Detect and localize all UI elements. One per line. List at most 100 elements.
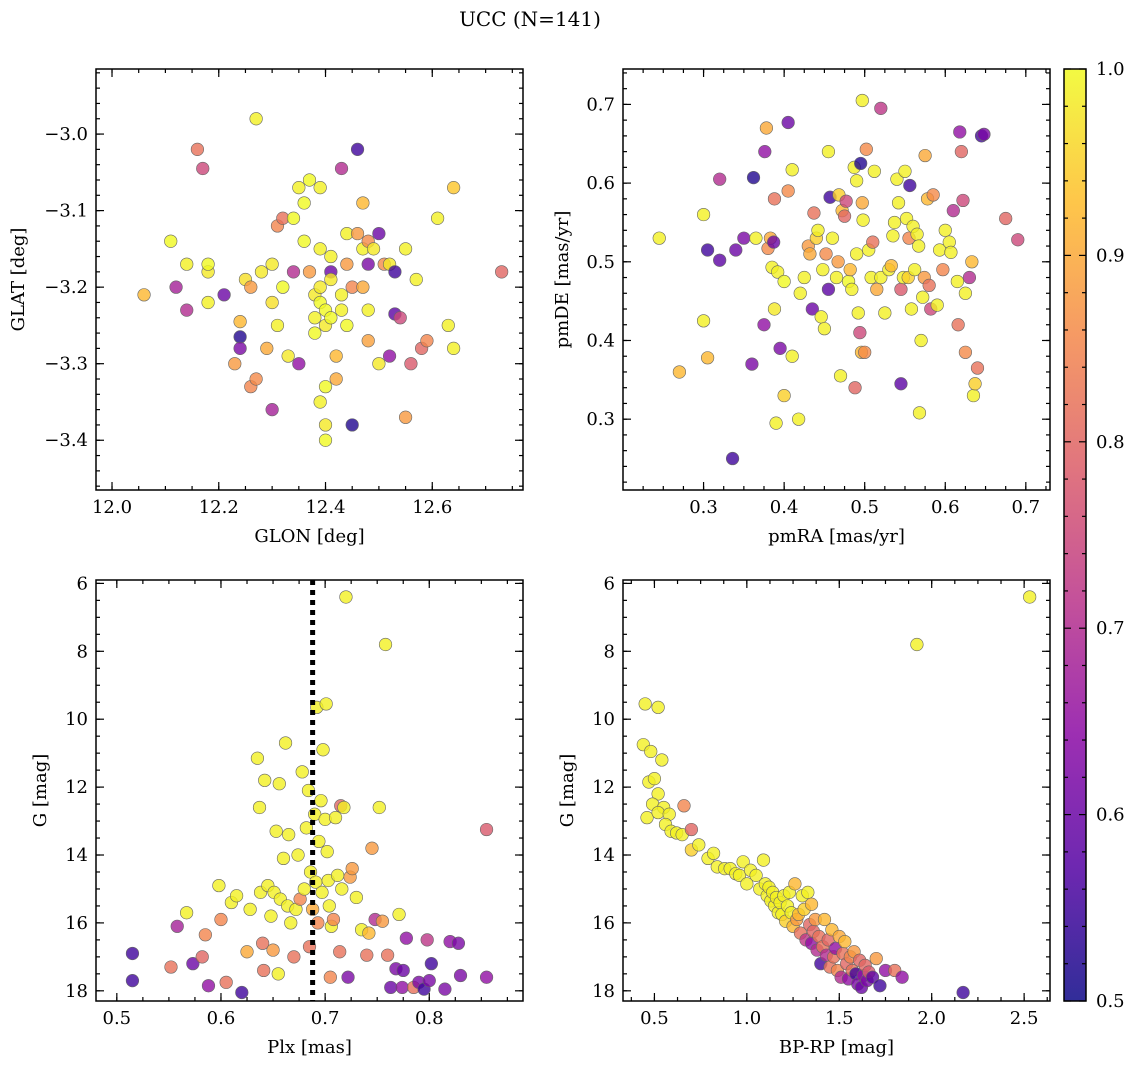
scatter-point <box>918 148 932 163</box>
scatter-point <box>395 980 409 995</box>
scatter-point <box>314 794 328 808</box>
colorbar-tick-label: 0.7 <box>1096 618 1125 639</box>
scatter-point <box>362 926 376 940</box>
scatter-point <box>447 181 461 195</box>
scatter-point <box>281 349 295 363</box>
scatter-point <box>345 861 359 876</box>
scatter-point <box>855 93 869 108</box>
scatter-point <box>912 406 927 420</box>
scatter-point <box>833 369 848 383</box>
colorbar-tick-label: 1.0 <box>1096 59 1125 80</box>
scatter-point <box>260 341 274 355</box>
scatter-point <box>867 164 881 178</box>
scatter-point <box>767 235 781 249</box>
panel-top-right: 0.3 0.4 0.5 0.6 0.7 0.3 0.4 0.5 0.6 0.7 pmRA [mas/… <box>552 68 1051 547</box>
y-tick-label: 12 <box>592 777 615 798</box>
scatter-point <box>438 982 452 996</box>
x-tick-label: 0.7 <box>311 1008 340 1029</box>
scatter-point <box>272 777 286 791</box>
scatter-point <box>341 970 355 984</box>
scatter-point <box>946 204 960 218</box>
scatter-point <box>804 897 819 911</box>
scatter-point <box>250 751 265 765</box>
scatter-point <box>859 142 873 156</box>
plot-frame <box>95 68 524 491</box>
x-tick-label: 0.7 <box>1012 497 1041 518</box>
scatter-point <box>737 231 751 245</box>
scatter-point <box>399 931 413 945</box>
scatter-point <box>767 302 782 316</box>
scatter-point <box>326 912 341 927</box>
scatter-point <box>951 318 965 332</box>
scatter-point <box>856 213 870 227</box>
scatter-point <box>805 302 819 316</box>
scatter-point <box>814 310 828 324</box>
scatter-point <box>854 156 868 171</box>
scatter-point <box>837 209 852 223</box>
scatter-point <box>333 945 347 959</box>
scatter-point <box>350 226 365 241</box>
scatter-point <box>334 161 349 176</box>
scatter-point <box>375 914 390 928</box>
scatter-point <box>732 868 747 882</box>
scatter-point <box>851 306 865 320</box>
scatter-point <box>950 274 964 289</box>
colorbar-tick-label: 0.6 <box>1096 805 1125 826</box>
scatter-point <box>922 278 936 293</box>
scatter-point <box>249 112 263 126</box>
scatter-point <box>233 315 247 329</box>
scatter-point <box>944 245 958 259</box>
scatter-point <box>638 697 652 711</box>
scatter-point <box>420 334 434 348</box>
y-tick-label: 0.7 <box>586 94 615 115</box>
scatter-point <box>447 341 461 355</box>
x-axis-label: GLON [deg] <box>254 526 364 547</box>
scatter-point <box>749 231 763 245</box>
scatter-point <box>340 318 354 333</box>
y-tick-label: −3.0 <box>44 124 88 145</box>
scatter-point <box>894 282 908 296</box>
scatter-point <box>870 282 884 296</box>
y-tick-label: 6 <box>77 573 88 594</box>
x-tick-label: 0.4 <box>770 497 799 518</box>
x-tick-label: 0.6 <box>207 1008 236 1029</box>
scatter-point <box>431 211 445 225</box>
scatter-point <box>313 395 327 409</box>
scatter-point <box>848 381 862 395</box>
scatter-point <box>850 247 864 261</box>
scatter-point <box>938 223 952 237</box>
scatter-point <box>266 943 280 957</box>
scatter-point <box>970 361 985 375</box>
scatter-point <box>825 231 840 245</box>
scatter-point <box>803 247 817 261</box>
scatter-point <box>335 882 349 896</box>
scatter-point <box>977 127 991 141</box>
scatter-point <box>337 800 351 815</box>
scatter-point <box>845 282 859 296</box>
scatter-points <box>125 590 494 1000</box>
scatter-point <box>647 772 662 786</box>
scatter-point <box>453 968 468 983</box>
scatter-point <box>308 311 322 325</box>
x-axis-label: pmRA [mas/yr] <box>768 526 905 547</box>
scatter-point <box>696 314 711 328</box>
scatter-point <box>196 161 210 176</box>
scatter-point <box>361 257 375 271</box>
y-tick-label: 0.4 <box>586 330 615 351</box>
scatter-point <box>361 334 375 348</box>
scatter-point <box>201 979 216 993</box>
scatter-point <box>756 853 771 867</box>
y-tick-label: 0.3 <box>586 409 615 430</box>
scatter-point <box>381 948 395 962</box>
scatter-point <box>651 787 665 801</box>
scatter-point <box>894 377 908 391</box>
scatter-point <box>865 970 880 984</box>
scatter-points <box>137 112 509 447</box>
x-tick-label: 2.5 <box>1010 1008 1039 1029</box>
scatter-point <box>725 451 740 466</box>
scatter-point <box>866 235 880 249</box>
scatter-point <box>749 868 763 882</box>
x-tick-label: 1.5 <box>825 1008 854 1029</box>
scatter-point <box>331 868 345 882</box>
x-tick-label: 0.6 <box>931 497 960 518</box>
